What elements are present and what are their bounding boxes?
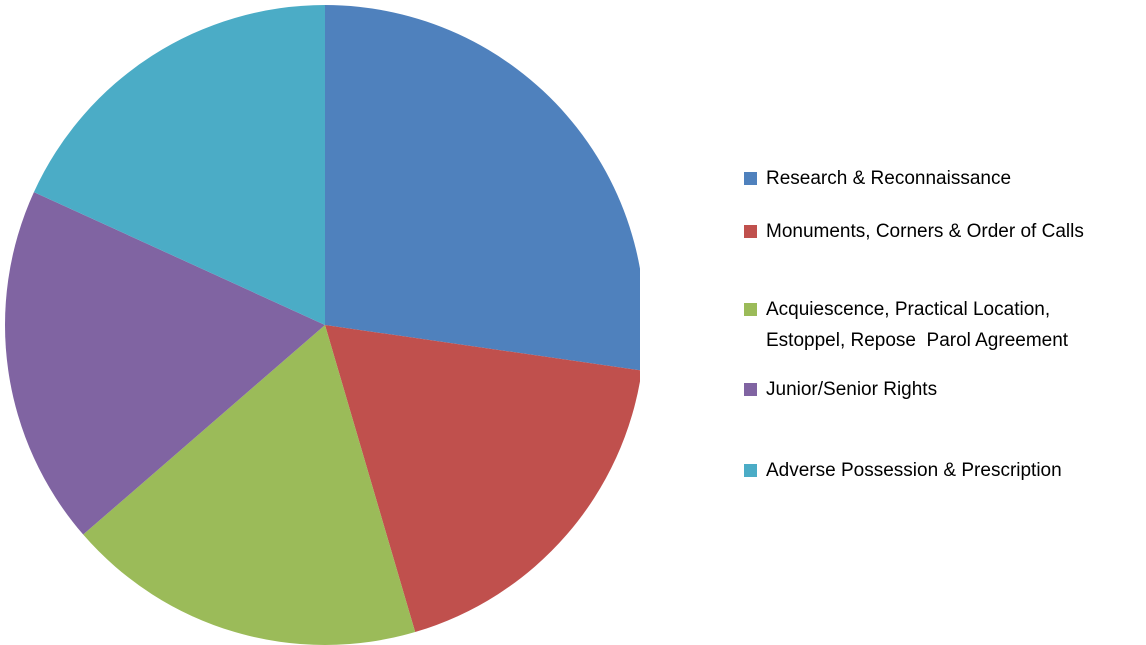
legend-item: Adverse Possession & Prescription (744, 455, 1114, 486)
legend-item: Monuments, Corners & Order of Calls (744, 216, 1114, 247)
legend-label: Research & Reconnaissance (766, 168, 1012, 189)
legend-swatch (744, 303, 757, 316)
legend-swatch (744, 464, 757, 477)
chart (4, 5, 640, 645)
legend-swatch (744, 172, 757, 185)
legend-item: Acquiescence, Practical Location, Estopp… (744, 294, 1114, 356)
pie-slice (4, 192, 325, 535)
legend-swatch (744, 383, 757, 396)
legend-label: Junior/Senior Rights (766, 379, 938, 400)
legend-label: Acquiescence, Practical Location, Estopp… (766, 299, 1069, 351)
legend-label: Monuments, Corners & Order of Calls (766, 221, 1084, 242)
legend-swatch (744, 225, 757, 238)
pie-slice (325, 325, 640, 633)
pie-slice (325, 5, 640, 371)
legend-label: Adverse Possession & Prescription (766, 460, 1062, 481)
pie-slice (83, 325, 416, 645)
legend-item: Research & Reconnaissance (744, 163, 1114, 194)
legend-item: Junior/Senior Rights (744, 374, 1114, 405)
pie-slice (33, 5, 326, 325)
